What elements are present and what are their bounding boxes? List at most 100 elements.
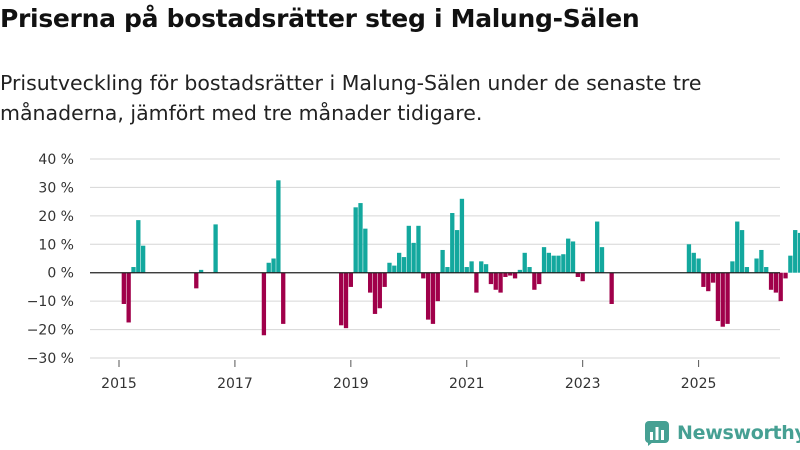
bar — [411, 242, 416, 273]
bar — [368, 272, 373, 293]
bar — [343, 272, 349, 329]
y-tick-label: −10 % — [27, 294, 74, 310]
bar — [276, 180, 281, 273]
bar — [778, 272, 783, 302]
bar — [479, 261, 484, 273]
y-tick-label: 0 % — [47, 266, 74, 282]
bar — [551, 255, 556, 273]
bar — [421, 272, 426, 279]
bar — [141, 245, 146, 273]
bar — [580, 272, 585, 282]
x-tick-label: 2019 — [333, 376, 369, 392]
brand-name: Newsworthy — [677, 422, 800, 444]
bar — [691, 252, 696, 273]
bar — [281, 272, 286, 324]
bar — [401, 257, 407, 273]
bar — [198, 269, 204, 273]
bar — [764, 267, 769, 273]
bar — [735, 221, 740, 273]
bar — [783, 272, 788, 279]
bar — [377, 272, 382, 309]
bar — [768, 272, 774, 290]
bar — [382, 272, 387, 287]
bar — [339, 272, 344, 326]
bar — [517, 269, 523, 273]
bar — [541, 247, 547, 273]
bar — [435, 272, 440, 302]
bar — [387, 262, 392, 273]
bar — [512, 272, 518, 279]
y-tick-label: 10 % — [38, 237, 74, 253]
bar — [213, 224, 218, 273]
bar — [271, 258, 276, 273]
bar — [440, 249, 445, 273]
bar — [503, 272, 508, 277]
bar — [706, 272, 711, 292]
bar — [396, 252, 402, 273]
bar — [754, 258, 759, 273]
bar — [469, 261, 474, 273]
bar — [358, 203, 363, 273]
bar — [561, 254, 566, 273]
bar — [131, 267, 136, 273]
bar — [121, 272, 126, 304]
bar — [730, 261, 735, 273]
bar — [498, 272, 503, 293]
x-tick-label: 2015 — [101, 376, 137, 392]
y-axis-tick-labels: 40 % 30 % 20 % 10 % 0 % −10 % −20 % −30 % — [27, 152, 74, 367]
bar — [599, 247, 605, 273]
bar — [508, 272, 513, 276]
x-tick-label: 2025 — [681, 376, 717, 392]
bar — [454, 230, 460, 273]
bar — [450, 213, 455, 273]
bar — [759, 249, 764, 273]
bar — [609, 272, 614, 304]
bar — [522, 252, 527, 273]
bar — [126, 272, 131, 323]
bar-chart-logo-icon — [645, 421, 669, 446]
bar — [348, 272, 353, 287]
bar — [570, 241, 576, 273]
bar — [416, 225, 421, 273]
bar — [353, 207, 358, 273]
bar — [701, 272, 706, 287]
bar — [725, 272, 730, 324]
bar — [773, 272, 779, 293]
bar — [266, 262, 271, 273]
bar — [261, 272, 267, 336]
bar — [788, 255, 793, 273]
bar — [406, 225, 411, 273]
bar — [537, 272, 542, 285]
bar — [488, 272, 494, 285]
bar — [744, 267, 750, 273]
bar — [575, 272, 580, 277]
bar — [532, 272, 537, 290]
gridlines — [90, 158, 780, 359]
x-tick-label: 2017 — [217, 376, 253, 392]
chart-title: Priserna på bostadsrätter steg i Malung-… — [0, 4, 640, 33]
bar-series — [121, 180, 800, 336]
bar — [556, 255, 561, 273]
bar — [136, 220, 141, 273]
bar — [715, 272, 721, 322]
bar — [710, 272, 716, 283]
bar — [464, 267, 469, 273]
bar — [720, 272, 725, 327]
bar — [739, 230, 745, 273]
chart-subtitle: Prisutveckling för bostadsrätter i Malun… — [0, 71, 702, 125]
bar — [425, 272, 431, 320]
bar — [686, 244, 692, 273]
x-tick-label: 2021 — [449, 376, 485, 392]
bar — [696, 258, 701, 273]
bar — [493, 272, 498, 290]
bar — [566, 238, 571, 273]
y-tick-label: 20 % — [38, 209, 74, 225]
y-tick-label: 30 % — [38, 180, 74, 196]
brand-logo: Newsworthy — [644, 419, 800, 447]
bar — [194, 272, 199, 289]
x-tick-label: 2023 — [565, 376, 601, 392]
bar — [595, 221, 600, 273]
x-axis: 2015 2017 2019 2021 2023 2025 — [101, 360, 716, 392]
y-tick-label: −20 % — [27, 323, 74, 339]
